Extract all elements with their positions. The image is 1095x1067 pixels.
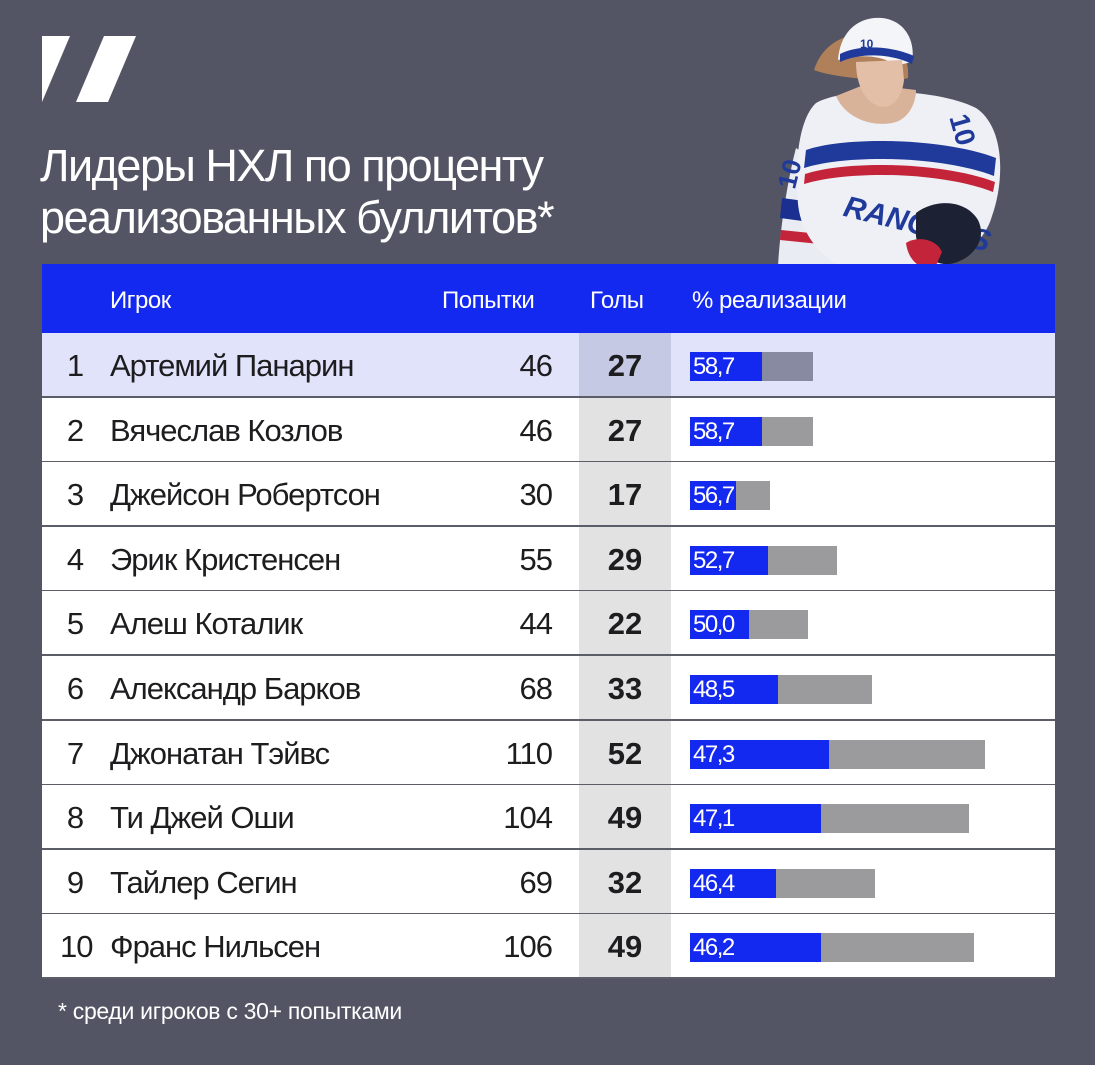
hockey-player-image: RANGERS 10 10 10 [772, 17, 1001, 277]
player-name: Джонатан Тэйвс [110, 735, 330, 771]
goals-bar [690, 481, 736, 511]
attempts-value: 30 [519, 477, 553, 513]
goals-value: 17 [607, 477, 643, 513]
row-divider [42, 589, 1055, 592]
row-divider [42, 654, 1055, 656]
pct-label: 50,0 [693, 611, 735, 639]
goals-bar [690, 868, 776, 898]
goals-value: 33 [607, 671, 643, 706]
pct-label: 52,7 [693, 546, 735, 574]
leaders-table: Игрок Попытки Голы % реализации 1 Артемий… [42, 264, 1055, 979]
goals-value: 22 [607, 606, 643, 642]
table-header: Игрок Попытки Голы % реализации [42, 264, 1055, 333]
goals-value: 52 [607, 735, 643, 771]
player-name: Ти Джей Оши [110, 800, 295, 836]
player-name: Джейсон Робертсон [110, 477, 381, 513]
goals-bar [690, 416, 763, 446]
row-divider [42, 848, 1055, 850]
goals-bar [690, 804, 822, 834]
player-name: Тайлер Сегин [110, 864, 298, 900]
table-row: 10 Франс Нильсен 106 49 46,2 [42, 914, 1055, 979]
table-row: 9 Тайлер Сегин 69 32 46,4 [42, 850, 1055, 915]
goals-value: 32 [607, 864, 643, 900]
rank-number: 2 [66, 412, 84, 448]
table-row: 1 Артемий Панарин 46 27 58,7 [42, 333, 1055, 398]
attempts-value: 55 [519, 541, 553, 577]
rank-number: 6 [66, 671, 84, 706]
goals-bar [690, 675, 779, 704]
player-name: Александр Барков [110, 671, 361, 706]
pct-label: 58,7 [693, 417, 735, 445]
rank-number: 7 [66, 735, 84, 771]
pct-label: 58,7 [693, 353, 735, 380]
row-divider [42, 977, 1055, 979]
pct-label: 46,2 [693, 934, 735, 962]
rank-number: 4 [66, 541, 84, 577]
table-row: 6 Александр Барков 68 33 48,5 [42, 656, 1055, 721]
attempts-value: 68 [519, 671, 553, 706]
svg-text:10: 10 [860, 37, 874, 51]
row-divider [42, 912, 1055, 915]
attempts-value: 46 [519, 348, 553, 383]
pct-label: 56,7 [693, 482, 735, 510]
pct-label: 48,5 [693, 676, 735, 703]
header-goals: Голы [590, 287, 644, 314]
rank-number: 1 [66, 348, 84, 383]
rank-number: 10 [60, 929, 93, 965]
pct-label: 47,3 [693, 740, 735, 768]
goals-bar [690, 352, 763, 381]
goals-value: 29 [607, 541, 643, 577]
rank-number: 9 [66, 864, 84, 900]
player-name: Франс Нильсен [110, 929, 321, 965]
attempts-value: 44 [519, 606, 553, 642]
player-name: Алеш Коталик [110, 606, 303, 642]
row-divider [42, 719, 1055, 721]
row-divider [42, 396, 1055, 398]
table-row: 5 Алеш Коталик 44 22 50,0 [42, 591, 1055, 656]
goals-bar [690, 933, 822, 963]
pct-label: 47,1 [693, 805, 735, 833]
attempts-value: 104 [503, 800, 553, 836]
goals-value: 27 [607, 348, 643, 383]
goals-column-shade [579, 333, 671, 979]
attempts-value: 46 [519, 412, 553, 448]
rank-number: 3 [66, 477, 84, 513]
header-player: Игрок [110, 287, 171, 314]
player-name: Вячеслав Козлов [110, 412, 343, 448]
footnote: * среди игроков с 30+ попытками [58, 998, 402, 1024]
goals-bar [690, 545, 768, 575]
goals-value: 27 [607, 412, 643, 448]
attempts-value: 110 [505, 735, 553, 771]
table-row: 3 Джейсон Робертсон 30 17 56,7 [42, 462, 1055, 527]
rank-number: 5 [66, 606, 84, 642]
table-row: 8 Ти Джей Оши 104 49 47,1 [42, 785, 1055, 850]
goals-value: 49 [607, 800, 643, 836]
header-pct: % реализации [692, 287, 847, 314]
row-divider [42, 460, 1055, 463]
table-row: 2 Вячеслав Козлов 46 27 58,7 [42, 398, 1055, 463]
row-divider [42, 525, 1055, 527]
goals-bar [690, 610, 749, 640]
header-attempts: Попытки [442, 287, 535, 314]
attempts-value: 106 [503, 929, 553, 965]
page-title: Лидеры НХЛ по проценту реализованных бул… [40, 140, 555, 243]
goals-bar [690, 739, 830, 769]
row-divider [42, 783, 1055, 786]
pct-label: 46,4 [693, 869, 735, 897]
brand-logo [42, 36, 136, 102]
goals-value: 49 [607, 929, 643, 965]
table-row: 4 Эрик Кристенсен 55 29 52,7 [42, 527, 1055, 592]
rank-number: 8 [66, 800, 84, 836]
player-name: Эрик Кристенсен [110, 541, 341, 577]
svg-text:10: 10 [772, 156, 808, 191]
table-row: 7 Джонатан Тэйвс 110 52 47,3 [42, 721, 1055, 786]
attempts-value: 69 [519, 864, 553, 900]
goals-cell-bg [579, 333, 671, 396]
player-name: Артемий Панарин [110, 348, 354, 383]
